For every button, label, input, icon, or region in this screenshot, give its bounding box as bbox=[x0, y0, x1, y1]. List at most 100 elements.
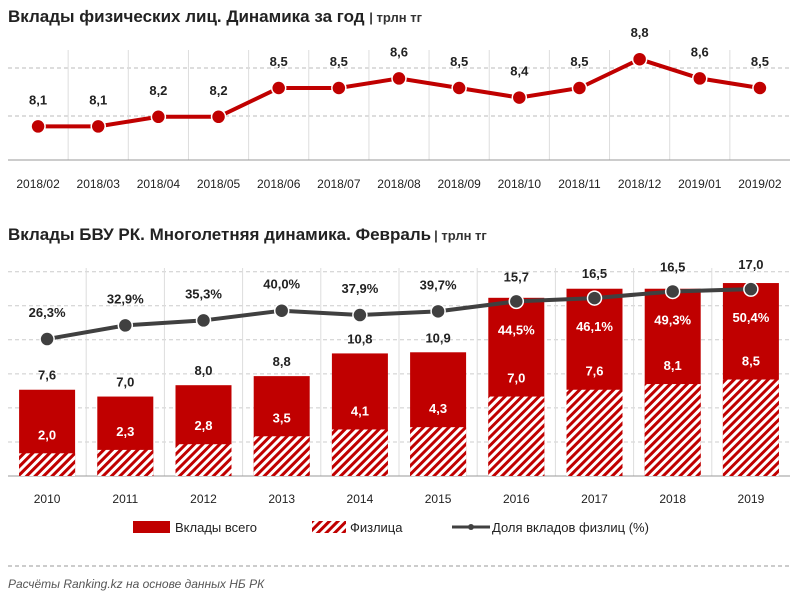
series-line bbox=[38, 57, 761, 129]
share-point bbox=[117, 317, 134, 334]
x-tick-label: 2018 bbox=[659, 492, 686, 506]
share-line bbox=[46, 287, 751, 342]
share-label: 49,3% bbox=[654, 312, 691, 327]
bar-individuals bbox=[253, 436, 310, 476]
total-label: 8,8 bbox=[273, 354, 291, 369]
total-label: 15,7 bbox=[504, 269, 529, 284]
share-point bbox=[508, 293, 525, 310]
individuals-label: 4,1 bbox=[351, 403, 369, 418]
data-point bbox=[331, 80, 347, 96]
chart2-title: Вклады БВУ РК. Многолетняя динамика. Фев… bbox=[8, 225, 487, 244]
bar-individuals bbox=[644, 384, 701, 476]
total-label: 17,0 bbox=[738, 257, 763, 272]
share-point bbox=[586, 290, 603, 306]
x-tick-label: 2018/11 bbox=[558, 177, 601, 191]
legend-label-total: Вклады всего bbox=[175, 520, 257, 535]
x-tick-label: 2018/09 bbox=[437, 177, 481, 191]
x-tick-label: 2018/02 bbox=[16, 177, 60, 191]
legend-label-share: Доля вкладов физлиц (%) bbox=[492, 520, 649, 535]
x-tick-label: 2018/03 bbox=[77, 177, 121, 191]
data-point bbox=[571, 80, 588, 96]
data-point bbox=[150, 109, 167, 125]
share-point bbox=[273, 302, 290, 319]
data-label: 8,5 bbox=[270, 54, 288, 69]
data-point bbox=[451, 80, 467, 96]
individuals-label: 2,0 bbox=[38, 427, 56, 442]
footer-source: Расчёты Ranking.kz на основе данных НБ Р… bbox=[8, 577, 265, 591]
share-label: 26,3% bbox=[29, 305, 66, 320]
data-label: 8,2 bbox=[149, 83, 167, 98]
x-tick-label: 2018/12 bbox=[618, 177, 662, 191]
share-point bbox=[195, 312, 212, 329]
legend-swatch-individuals bbox=[312, 521, 346, 533]
data-point bbox=[210, 109, 227, 125]
data-label: 8,6 bbox=[691, 44, 709, 59]
individuals-label: 2,3 bbox=[116, 424, 134, 439]
bar-individuals bbox=[97, 449, 154, 476]
bar-individuals bbox=[175, 444, 232, 476]
total-label: 16,5 bbox=[660, 259, 685, 274]
individuals-label: 2,8 bbox=[194, 418, 212, 433]
x-tick-label: 2018/05 bbox=[197, 177, 241, 191]
total-label: 8,0 bbox=[194, 363, 212, 378]
share-point bbox=[664, 283, 681, 300]
x-tick-label: 2016 bbox=[503, 492, 530, 506]
legend: Вклады всего Физлица Доля вкладов физлиц… bbox=[133, 520, 649, 535]
data-label: 8,1 bbox=[29, 92, 47, 107]
total-label: 7,6 bbox=[38, 368, 56, 383]
x-tick-label: 2011 bbox=[112, 492, 138, 506]
legend-label-individuals: Физлица bbox=[350, 520, 403, 535]
data-point bbox=[270, 80, 287, 96]
share-label: 39,7% bbox=[420, 277, 457, 292]
bar-individuals bbox=[722, 379, 779, 476]
share-point bbox=[352, 307, 368, 323]
data-point bbox=[631, 51, 648, 67]
data-label: 8,2 bbox=[209, 83, 227, 98]
legend-swatch-total bbox=[133, 521, 170, 533]
bar-individuals bbox=[331, 429, 388, 476]
bar-individuals bbox=[488, 396, 545, 476]
data-point bbox=[90, 118, 106, 135]
x-tick-label: 2018/06 bbox=[257, 177, 301, 191]
share-label: 35,3% bbox=[185, 286, 222, 301]
share-label: 40,0% bbox=[263, 277, 300, 292]
data-label: 8,5 bbox=[570, 54, 588, 69]
data-point bbox=[511, 89, 528, 106]
share-label: 32,9% bbox=[107, 291, 144, 306]
data-label: 8,6 bbox=[390, 44, 408, 59]
share-point bbox=[39, 331, 55, 347]
chart1-title: Вклады физических лиц. Динамика за год |… bbox=[8, 7, 423, 26]
data-label: 8,1 bbox=[89, 92, 107, 107]
total-label: 7,0 bbox=[116, 375, 134, 390]
total-label: 10,9 bbox=[425, 330, 450, 345]
share-label: 44,5% bbox=[498, 322, 535, 337]
share-label: 50,4% bbox=[732, 310, 769, 325]
x-tick-label: 2018/08 bbox=[377, 177, 421, 191]
x-tick-label: 2013 bbox=[268, 492, 295, 506]
data-label: 8,8 bbox=[631, 25, 649, 40]
individuals-label: 4,3 bbox=[429, 401, 447, 416]
individuals-label: 8,5 bbox=[742, 354, 760, 369]
x-tick-label: 2019/01 bbox=[678, 177, 722, 191]
bar-individuals bbox=[19, 453, 76, 476]
x-tick-label: 2014 bbox=[347, 492, 374, 506]
bar-individuals bbox=[410, 427, 467, 476]
x-tick-label: 2018/10 bbox=[498, 177, 542, 191]
x-tick-label: 2019/02 bbox=[738, 177, 782, 191]
total-label: 16,5 bbox=[582, 266, 607, 281]
individuals-label: 3,5 bbox=[273, 410, 291, 425]
data-point bbox=[30, 118, 46, 135]
data-point bbox=[692, 70, 708, 87]
individuals-label: 8,1 bbox=[664, 358, 682, 373]
data-label: 8,5 bbox=[450, 54, 468, 69]
x-tick-label: 2012 bbox=[190, 492, 217, 506]
data-point bbox=[752, 80, 768, 96]
share-label: 37,9% bbox=[341, 281, 378, 296]
x-tick-label: 2019 bbox=[738, 492, 765, 506]
share-point bbox=[430, 303, 446, 320]
individuals-label: 7,0 bbox=[507, 371, 525, 386]
share-point bbox=[743, 281, 759, 297]
data-label: 8,5 bbox=[330, 54, 348, 69]
share-label: 46,1% bbox=[576, 319, 613, 334]
